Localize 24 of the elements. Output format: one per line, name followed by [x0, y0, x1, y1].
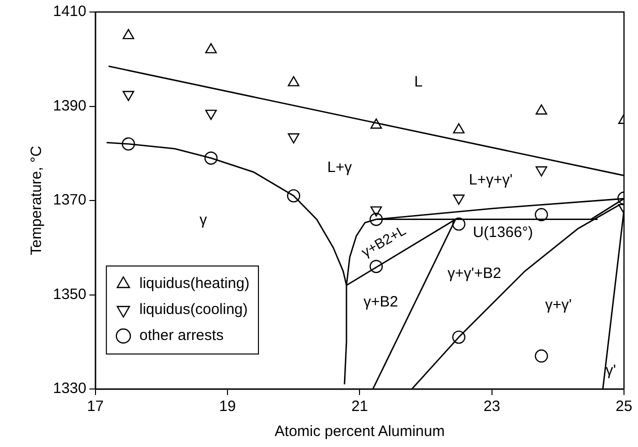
annotation: U(1366°) — [472, 224, 534, 242]
legend-label: liquidus(cooling) — [139, 301, 248, 318]
annotation: L+γ+γ' — [468, 172, 513, 189]
legend-label: other arrests — [139, 327, 224, 344]
y-tick-label: 1330 — [52, 380, 86, 398]
y-tick-label: 1390 — [52, 97, 86, 114]
y-axis-title: Temperature, °C — [28, 146, 46, 256]
x-axis-title: Atomic percent Aluminum — [274, 423, 445, 440]
annotation: L+γ — [327, 159, 352, 176]
x-tick-label: 17 — [87, 398, 104, 416]
legend-label: liquidus(heating) — [139, 275, 250, 292]
annotation: γ+B2 — [364, 293, 398, 310]
y-tick-label: 1350 — [52, 286, 86, 303]
x-tick-label: 19 — [219, 398, 236, 416]
x-tick-label: 23 — [484, 398, 500, 416]
annotation: γ — [199, 212, 208, 229]
y-tick-label: 1410 — [52, 3, 86, 20]
x-tick-label: 25 — [616, 398, 632, 416]
x-tick-label: 21 — [351, 398, 368, 416]
y-tick-label: 1370 — [52, 192, 86, 209]
annotation: γ' — [606, 362, 616, 380]
annotation: γ+γ' — [545, 296, 572, 314]
annotation: L — [414, 74, 423, 91]
annotation: γ+γ'+B2 — [448, 265, 502, 282]
